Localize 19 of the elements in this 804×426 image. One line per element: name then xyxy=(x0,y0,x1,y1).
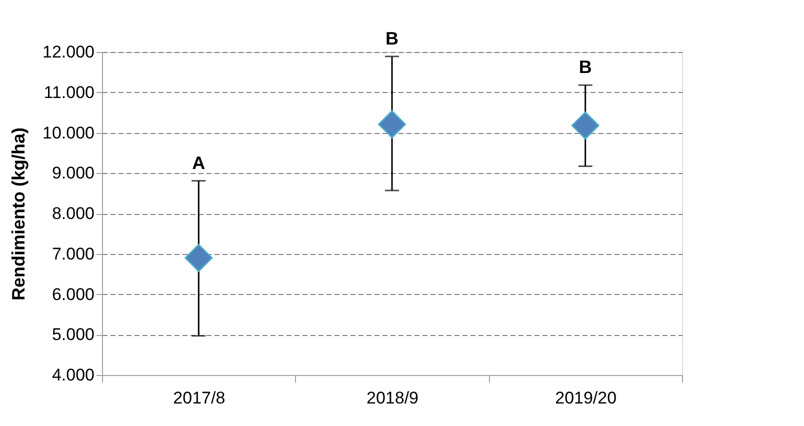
point xyxy=(571,112,600,140)
y-tick-label: 4.000 xyxy=(52,366,94,384)
y-tick-label: 9.000 xyxy=(52,164,94,183)
y-tick-label: 12.000 xyxy=(42,42,94,62)
annotation: A xyxy=(192,152,206,173)
annotation: B xyxy=(578,57,592,78)
x-tick-label: 2017/8 xyxy=(173,388,226,408)
point xyxy=(184,244,213,272)
y-tick-label: 7.000 xyxy=(52,244,94,264)
y-axis-title: Rendimiento (kg/ha) xyxy=(8,127,29,301)
x-tick-label: 2018/9 xyxy=(366,388,418,408)
y-tick-label: 11.000 xyxy=(44,82,94,102)
y-tick-label: 10.000 xyxy=(42,123,94,142)
text: B xyxy=(386,28,398,48)
y-tick-label: 6.000 xyxy=(52,284,94,304)
y-tick-label: 5.000 xyxy=(52,325,94,344)
x-tick-label: 2019/20 xyxy=(555,388,617,408)
point xyxy=(378,110,406,138)
y-tick-label: 8.000 xyxy=(52,204,94,223)
